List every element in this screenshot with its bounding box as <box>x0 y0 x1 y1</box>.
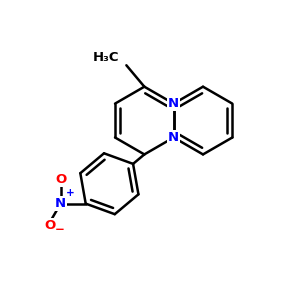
Text: −: − <box>55 223 65 236</box>
Text: H₃C: H₃C <box>93 51 120 64</box>
Text: N: N <box>168 131 179 144</box>
Text: N: N <box>168 97 179 110</box>
Text: O: O <box>55 173 66 186</box>
Text: N: N <box>55 197 66 210</box>
Text: +: + <box>65 188 74 198</box>
Text: O: O <box>45 219 56 232</box>
